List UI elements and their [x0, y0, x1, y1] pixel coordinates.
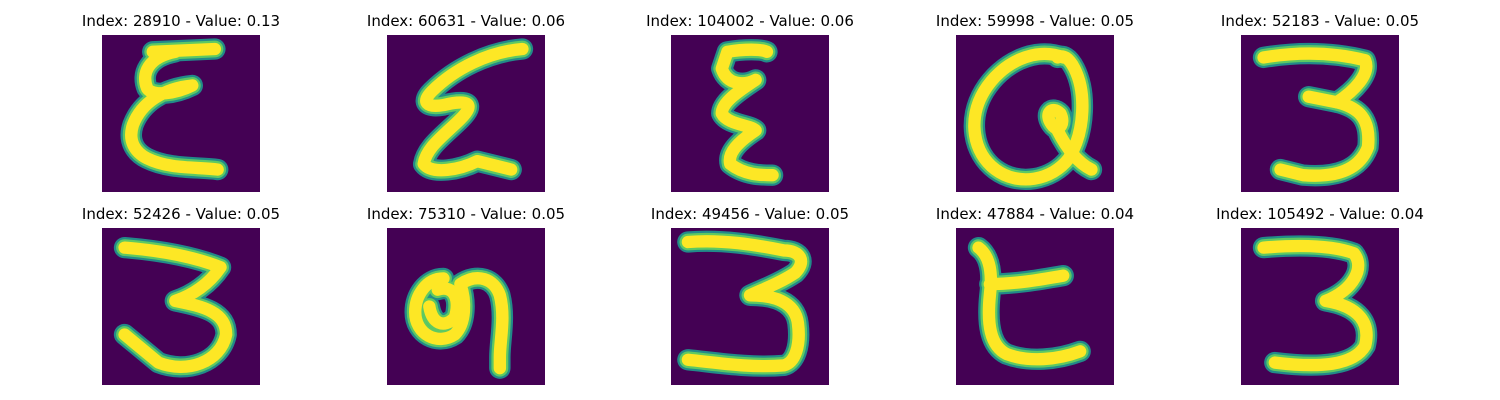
glyph-stroke	[423, 282, 464, 330]
panel-title: Index: 47884 - Value: 0.04	[935, 205, 1135, 223]
digit-image	[956, 228, 1114, 385]
image-panel: Index: 59998 - Value: 0.05	[885, 0, 1185, 200]
image-panel: Index: 52183 - Value: 0.05	[1170, 0, 1470, 200]
glyph-stroke	[125, 42, 224, 176]
digit-glyph	[1252, 235, 1378, 376]
digit-image	[387, 35, 545, 192]
panel-title: Index: 104002 - Value: 0.06	[646, 12, 854, 30]
image-panel: Index: 52426 - Value: 0.05	[31, 193, 331, 393]
image-panel: Index: 104002 - Value: 0.06	[600, 0, 900, 200]
digit-image	[1241, 228, 1399, 385]
glyph-stroke	[417, 42, 529, 177]
image-panel: Index: 49456 - Value: 0.05	[600, 193, 900, 393]
panel-title: Index: 49456 - Value: 0.05	[650, 205, 850, 223]
panel-title: Index: 52426 - Value: 0.05	[81, 205, 281, 223]
glyph-stroke	[1302, 90, 1344, 109]
glyph-stroke	[715, 43, 779, 182]
image-panel: Index: 28910 - Value: 0.13	[31, 0, 331, 200]
glyph-stroke	[972, 241, 1087, 366]
glyph-stroke	[118, 241, 233, 373]
panel-title: Index: 60631 - Value: 0.06	[366, 12, 566, 30]
panel-title: Index: 28910 - Value: 0.13	[81, 12, 281, 30]
digit-glyph	[404, 267, 514, 379]
digit-glyph	[120, 38, 229, 181]
digit-glyph	[113, 236, 237, 378]
digit-image	[1241, 35, 1399, 192]
panel-title: Index: 75310 - Value: 0.05	[366, 205, 566, 223]
digit-glyph	[967, 236, 1091, 370]
glyph-stroke	[1042, 103, 1098, 176]
glyph-stroke	[968, 47, 1089, 186]
digit-glyph	[711, 39, 784, 186]
digit-glyph	[963, 43, 1103, 190]
image-panel: Index: 60631 - Value: 0.06	[316, 0, 616, 200]
digit-image	[956, 35, 1114, 192]
digit-image	[102, 228, 260, 385]
panel-title: Index: 52183 - Value: 0.05	[1220, 12, 1420, 30]
panel-title: Index: 105492 - Value: 0.04	[1216, 205, 1424, 223]
digit-image	[671, 35, 829, 192]
digit-image	[387, 228, 545, 385]
digit-image	[671, 228, 829, 385]
digit-glyph	[1252, 42, 1380, 187]
image-panel: Index: 75310 - Value: 0.05	[316, 193, 616, 393]
panel-title: Index: 59998 - Value: 0.05	[935, 12, 1135, 30]
glyph-stroke	[681, 235, 808, 373]
digit-image	[102, 35, 260, 192]
glyph-stroke	[409, 272, 509, 375]
digit-glyph	[677, 230, 812, 377]
image-panel: Index: 105492 - Value: 0.04	[1170, 193, 1470, 393]
digit-glyph	[412, 38, 534, 181]
image-panel: Index: 47884 - Value: 0.04	[885, 193, 1185, 393]
glyph-stroke	[1257, 239, 1373, 372]
